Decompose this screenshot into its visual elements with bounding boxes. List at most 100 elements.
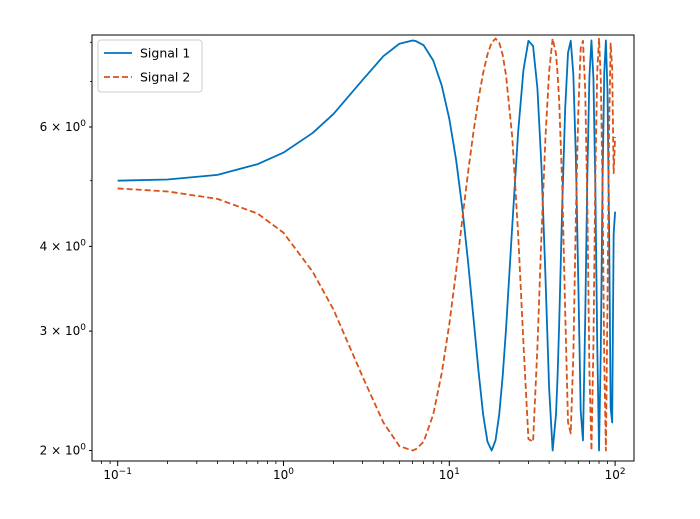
series-1-point [332, 113, 334, 115]
y-tick-label: 2 × 100 [40, 443, 87, 458]
series-2-point [432, 413, 434, 415]
series-layer [116, 37, 617, 452]
series-1-point [544, 275, 546, 277]
series-1-point [605, 39, 607, 41]
series-2-point [567, 421, 569, 423]
series-1-point [311, 132, 313, 134]
series-1-point [570, 40, 572, 42]
series-2-point [598, 37, 600, 39]
series-1-point [455, 159, 457, 161]
x-tick-label: 101 [439, 467, 460, 482]
series-1-point [482, 413, 484, 415]
series-1-point [609, 407, 611, 409]
series-1-point [564, 107, 566, 109]
series-2-point [282, 232, 284, 234]
series-2-point [494, 37, 496, 39]
series-2-point [556, 73, 558, 75]
series-1-point [612, 233, 614, 235]
series-1-point [415, 40, 417, 42]
series-2-point [577, 110, 579, 112]
series-1-point [577, 282, 579, 284]
series-2-point [448, 323, 450, 325]
series-1-point [166, 178, 168, 180]
series-2-point [536, 346, 538, 348]
series-1-point [567, 52, 569, 54]
series-2-point [606, 297, 608, 299]
series-1-point [540, 167, 542, 169]
series-2-point [601, 188, 603, 190]
series-1-point [382, 55, 384, 57]
series-2-point [477, 98, 479, 100]
series-1-point [511, 223, 513, 225]
series-1-point [588, 75, 590, 77]
series-1-point [536, 87, 538, 89]
series-1-point [361, 79, 363, 81]
series-1-point [441, 84, 443, 86]
series-2-point [605, 449, 607, 451]
series-1-point [505, 327, 507, 329]
series-1-point [448, 118, 450, 120]
series-line-2 [117, 37, 617, 452]
series-1-point [600, 346, 602, 348]
series-2-point [361, 375, 363, 377]
series-1-point [598, 449, 600, 451]
x-tick-label: 102 [605, 467, 626, 482]
series-2-point [555, 52, 557, 54]
series-2-point [544, 137, 546, 139]
series-2-point [257, 212, 259, 214]
series-1-point [422, 44, 424, 46]
series-2-point [596, 70, 598, 72]
series-2-point [579, 47, 581, 49]
series-2-point [592, 344, 594, 346]
series-2-point [590, 449, 592, 451]
axes-layer: 10−1 100 101 102 2 × 100 3 × 100 4 × 100 6 × 10… [40, 41, 626, 482]
series-1-point [116, 179, 118, 181]
series-2-point [472, 130, 474, 132]
series-2-point [558, 100, 560, 102]
series-2-point [548, 70, 550, 72]
series-1-point [614, 211, 616, 213]
series-1-point [556, 374, 558, 376]
series-2-point [441, 372, 443, 374]
x-tick-label: 100 [273, 467, 294, 482]
series-1-point [494, 439, 496, 441]
series-2-point [382, 421, 384, 423]
series-1-point [590, 39, 592, 41]
series-2-point [609, 42, 611, 44]
series-2-point [551, 37, 553, 39]
x-tick-label: 10−1 [103, 467, 132, 482]
series-2-point [527, 438, 529, 440]
series-2-point [575, 214, 577, 216]
series-1-point [584, 319, 586, 321]
series-2-point [498, 41, 500, 43]
series-2-point [490, 41, 492, 43]
series-2-point [411, 449, 413, 451]
series-1-point [282, 151, 284, 153]
series-1-point [592, 77, 594, 79]
series-2-point [216, 198, 218, 200]
series-2-point [467, 170, 469, 172]
series-1-point [467, 262, 469, 264]
series-1-point [472, 317, 474, 319]
series-2-point [564, 310, 566, 312]
series-2-point [572, 353, 574, 355]
series-1-point [257, 163, 259, 165]
series-1-point [548, 387, 550, 389]
series-2-point [166, 190, 168, 192]
series-2-point [594, 174, 596, 176]
series-1-point [527, 40, 529, 42]
series-1-point [582, 439, 584, 441]
series-1-point [216, 174, 218, 176]
series-2-point [486, 53, 488, 55]
y-tick-label: 4 × 100 [40, 238, 87, 253]
legend-label-1: Signal 1 [140, 46, 190, 61]
series-2-point [600, 80, 602, 82]
series-2-point [611, 68, 613, 70]
series-1-point [572, 73, 574, 75]
series-2-point [482, 72, 484, 74]
series-1-point [611, 421, 613, 423]
series-1-point [411, 39, 413, 41]
series-2-point [540, 232, 542, 234]
series-2-point [582, 40, 584, 42]
